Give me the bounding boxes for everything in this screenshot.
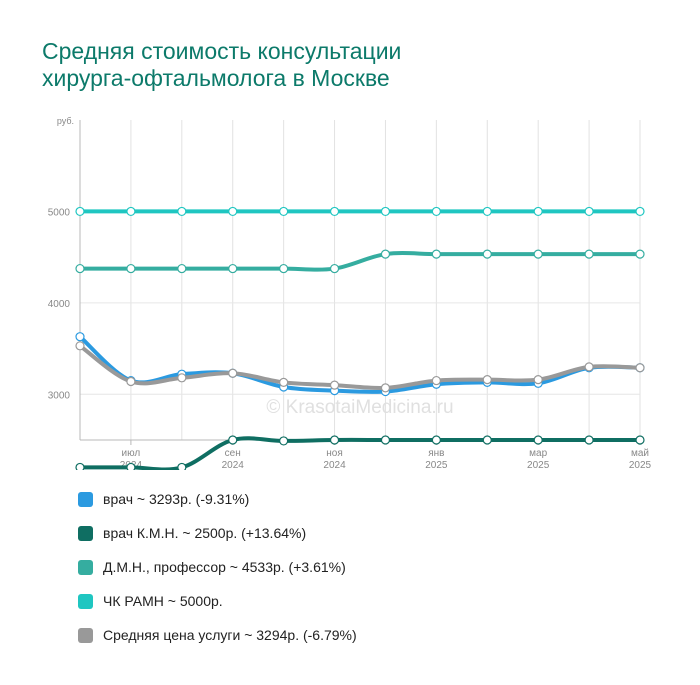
data-point xyxy=(75,462,85,470)
data-point xyxy=(380,383,391,393)
series-line xyxy=(78,251,642,272)
data-point xyxy=(279,263,289,274)
y-tick-label: 5000 xyxy=(48,207,71,218)
watermark: © KrasotaiMedicina.ru xyxy=(266,397,453,418)
series-4 xyxy=(75,206,645,217)
data-point xyxy=(329,206,340,217)
data-point xyxy=(380,435,391,445)
x-tick-label-month: ноя xyxy=(326,448,343,459)
series-line xyxy=(78,334,642,394)
legend-item[interactable]: Д.М.Н., профессор ~ 4533р. (+3.61%) xyxy=(78,555,357,579)
data-point xyxy=(177,206,187,217)
data-point xyxy=(329,263,340,274)
y-tick-label: 4000 xyxy=(48,299,71,310)
chart-title: Средняя стоимость консультации хирурга-о… xyxy=(42,38,602,92)
data-point xyxy=(329,435,340,445)
data-point xyxy=(533,249,543,259)
x-tick-label-year: 2025 xyxy=(527,460,550,470)
y-axis-unit: руб. xyxy=(57,116,74,126)
y-tick-label: 3000 xyxy=(48,390,71,401)
data-point xyxy=(482,435,492,445)
data-point xyxy=(228,263,238,274)
data-point xyxy=(75,263,85,274)
data-point xyxy=(533,435,543,445)
legend-label: Средняя цена услуги ~ 3294р. (-6.79%) xyxy=(103,627,357,643)
data-point xyxy=(75,332,85,342)
data-point xyxy=(584,362,594,372)
chart-title-line-2: хирурга-офтальмолога в Москве xyxy=(42,65,390,91)
legend-swatch xyxy=(78,627,93,643)
line-chart: руб.300040005000июл2024сен2024ноя2024янв… xyxy=(48,116,652,470)
x-tick-label-year: 2025 xyxy=(425,460,448,470)
data-point xyxy=(482,375,492,385)
legend-swatch xyxy=(78,491,93,507)
legend-label: врач К.М.Н. ~ 2500р. (+13.64%) xyxy=(103,525,307,541)
legend-label: ЧК РАМН ~ 5000р. xyxy=(103,593,223,609)
data-point xyxy=(279,377,289,387)
data-point xyxy=(533,375,543,385)
data-point xyxy=(329,380,340,390)
x-tick-label-month: июл xyxy=(122,448,141,459)
x-tick-label-year: 2024 xyxy=(323,460,346,470)
data-point xyxy=(228,368,238,378)
series-5 xyxy=(75,341,645,393)
data-point xyxy=(431,249,441,259)
chart-title-line-1: Средняя стоимость консультации xyxy=(42,38,402,64)
x-tick-label-year: 2024 xyxy=(222,460,245,470)
data-point xyxy=(482,249,492,259)
legend-item[interactable]: врач К.М.Н. ~ 2500р. (+13.64%) xyxy=(78,521,357,545)
legend-item[interactable]: Средняя цена услуги ~ 3294р. (-6.79%) xyxy=(78,623,357,647)
legend-item[interactable]: врач ~ 3293р. (-9.31%) xyxy=(78,487,357,511)
data-point xyxy=(584,435,594,445)
x-tick-label-month: сен xyxy=(225,448,241,459)
legend-label: врач ~ 3293р. (-9.31%) xyxy=(103,491,250,507)
legend-item[interactable]: ЧК РАМН ~ 5000р. xyxy=(78,589,357,613)
chart-legend: врач ~ 3293р. (-9.31%) врач К.М.Н. ~ 2500… xyxy=(78,487,357,657)
data-point xyxy=(126,376,136,387)
data-point xyxy=(126,206,136,217)
series-line xyxy=(78,343,642,391)
data-point xyxy=(279,436,289,446)
x-tick-label-year: 2025 xyxy=(629,460,652,470)
x-tick-label-month: мар xyxy=(529,448,547,459)
data-point xyxy=(228,435,238,445)
data-point xyxy=(635,206,645,217)
data-point xyxy=(126,263,136,274)
data-point xyxy=(75,341,85,351)
data-point xyxy=(635,363,645,373)
series-line xyxy=(78,436,642,470)
x-tick-label-month: май xyxy=(631,448,649,459)
legend-label: Д.М.Н., профессор ~ 4533р. (+3.61%) xyxy=(103,559,346,575)
data-point xyxy=(177,462,187,470)
series-2 xyxy=(75,435,645,470)
data-point xyxy=(228,206,238,217)
data-point xyxy=(635,249,645,259)
data-point xyxy=(584,249,594,259)
legend-swatch xyxy=(78,559,93,575)
legend-swatch xyxy=(78,525,93,541)
data-point xyxy=(482,206,492,217)
legend-swatch xyxy=(78,593,93,609)
data-point xyxy=(431,375,441,386)
data-point xyxy=(279,206,289,217)
data-point xyxy=(431,206,441,217)
data-point xyxy=(380,249,391,259)
data-point xyxy=(584,206,594,217)
data-point xyxy=(75,206,85,217)
data-point xyxy=(126,462,136,470)
data-point xyxy=(431,435,441,445)
data-point xyxy=(380,206,391,217)
x-tick-label-month: янв xyxy=(428,448,444,459)
series-3 xyxy=(75,249,645,274)
data-point xyxy=(177,263,187,274)
data-point xyxy=(533,206,543,217)
data-point xyxy=(635,435,645,445)
data-point xyxy=(177,373,187,383)
